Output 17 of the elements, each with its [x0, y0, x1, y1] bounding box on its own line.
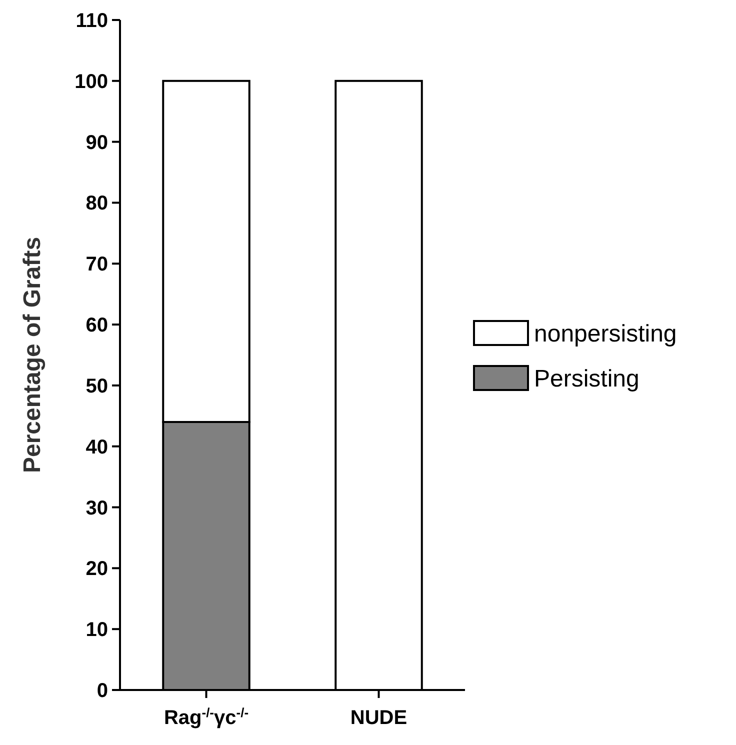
y-axis-title: Percentage of Grafts: [19, 236, 46, 474]
y-tick-label: 110: [76, 10, 108, 32]
legend-label: nonpersisting: [534, 320, 677, 348]
y-tick-label: 60: [86, 314, 108, 337]
y-tick-label: 10: [86, 619, 108, 642]
x-tick-label: NUDE: [350, 707, 408, 729]
y-tick-label: 100: [74, 70, 108, 93]
y-tick-label: 90: [86, 132, 108, 154]
y-tick-label: 40: [86, 436, 108, 458]
y-tick-label: 0: [96, 680, 108, 702]
y-tick-label: 80: [86, 192, 108, 215]
legend-label: Persisting: [534, 365, 640, 392]
y-tick-label: 70: [86, 254, 108, 276]
y-tick-label: 30: [86, 497, 108, 520]
x-tick-label: Rag$^{-/-}$γc$^{-/-}$: [164, 704, 249, 729]
y-tick-label: 20: [86, 558, 108, 580]
y-tick-label: 50: [86, 375, 108, 398]
